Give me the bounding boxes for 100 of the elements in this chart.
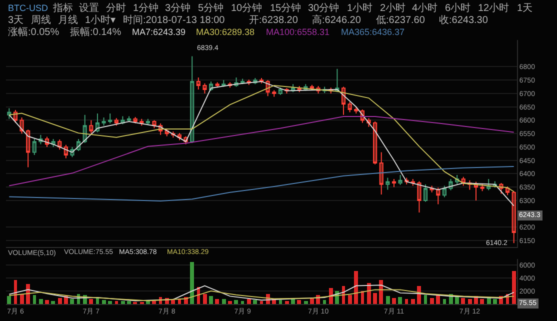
candlestick xyxy=(423,184,428,202)
line-series xyxy=(8,166,514,202)
candlestick xyxy=(379,152,384,196)
bar xyxy=(253,300,257,304)
text: 分时 xyxy=(106,2,126,14)
text: 设置 xyxy=(79,2,99,14)
bar xyxy=(436,295,440,304)
bar xyxy=(361,291,364,304)
bar xyxy=(89,299,93,304)
candlestick xyxy=(417,180,422,213)
candlestick xyxy=(222,80,226,88)
candlestick xyxy=(215,82,220,88)
candlestick xyxy=(58,138,62,150)
text: 振幅:0.14% xyxy=(70,26,122,38)
bar xyxy=(152,301,156,304)
text: 低:6237.60 xyxy=(376,15,426,26)
bar xyxy=(190,262,194,304)
bar xyxy=(178,299,181,304)
bar xyxy=(70,299,74,304)
bar xyxy=(14,280,17,304)
text: 1小时▾ xyxy=(85,14,116,26)
candlestick xyxy=(278,87,282,96)
text: 周线 xyxy=(31,14,51,26)
text: 12小时 xyxy=(478,2,510,14)
candlestick xyxy=(373,121,378,165)
bar xyxy=(493,299,497,304)
bar xyxy=(310,298,314,304)
bar xyxy=(461,298,465,304)
bar xyxy=(373,293,377,304)
text: 2小时 xyxy=(380,2,406,14)
chart-title: BTC-USD xyxy=(8,3,48,13)
bar xyxy=(405,299,408,304)
candlestick xyxy=(341,86,346,116)
text: MA30:6289.38 xyxy=(196,27,255,37)
bar xyxy=(20,294,24,304)
bar xyxy=(430,298,434,304)
candlestick xyxy=(146,118,150,126)
bar xyxy=(45,300,49,304)
line-series xyxy=(8,289,514,302)
candlestick xyxy=(196,76,200,90)
text: 1天 xyxy=(517,3,533,14)
candlestick xyxy=(32,138,36,156)
candlestick xyxy=(89,120,94,134)
bar xyxy=(215,299,219,304)
bar xyxy=(115,301,118,304)
candlestick xyxy=(202,82,207,94)
bar xyxy=(291,299,295,304)
bar xyxy=(386,296,390,304)
bar xyxy=(367,283,371,304)
bar xyxy=(247,299,251,304)
text: 15分钟 xyxy=(270,2,302,14)
text: MA100:6558.31 xyxy=(266,27,330,37)
bar xyxy=(411,299,415,304)
bar xyxy=(297,300,301,304)
bar xyxy=(348,295,352,304)
text: 3分钟 xyxy=(165,2,191,14)
line-series xyxy=(8,284,514,302)
candlestick xyxy=(114,118,118,126)
bar xyxy=(33,295,36,304)
candlestick xyxy=(108,113,112,124)
candlestick xyxy=(102,117,106,126)
candlestick xyxy=(26,129,30,168)
bar xyxy=(468,299,472,304)
bar xyxy=(285,301,289,304)
bar xyxy=(7,296,11,304)
bar xyxy=(228,301,232,304)
candlestick xyxy=(7,108,12,120)
text: 高:6246.20 xyxy=(312,14,362,26)
text: 开:6238.20 xyxy=(249,15,298,26)
bar xyxy=(279,300,282,304)
bar xyxy=(203,294,207,304)
bar xyxy=(51,301,55,304)
bar xyxy=(222,299,226,304)
bar xyxy=(108,301,112,304)
candlestick xyxy=(126,116,132,122)
text: MA7:6243.39 xyxy=(132,27,186,37)
candlestick xyxy=(272,90,276,98)
text: 10分钟 xyxy=(231,2,262,14)
bar xyxy=(398,297,402,304)
bar xyxy=(234,300,238,304)
candlestick xyxy=(474,181,478,201)
candlestick xyxy=(436,187,440,205)
bar xyxy=(241,301,244,304)
candlestick xyxy=(398,174,402,186)
bar xyxy=(354,271,358,304)
bar xyxy=(304,301,308,304)
text: 1分钟 xyxy=(133,2,159,14)
candlestick xyxy=(190,56,194,144)
bar xyxy=(443,299,446,304)
bar xyxy=(392,298,396,304)
candlestick xyxy=(95,113,100,133)
text: 时间:2018-07-13 18:00 xyxy=(123,14,226,26)
candlestick xyxy=(152,120,156,129)
bar xyxy=(260,301,263,304)
candlestick xyxy=(348,102,352,113)
bar xyxy=(329,288,333,304)
text: 1小时 xyxy=(347,2,373,14)
bar xyxy=(480,299,484,304)
text: 5分钟 xyxy=(198,2,224,14)
bar xyxy=(58,298,62,304)
